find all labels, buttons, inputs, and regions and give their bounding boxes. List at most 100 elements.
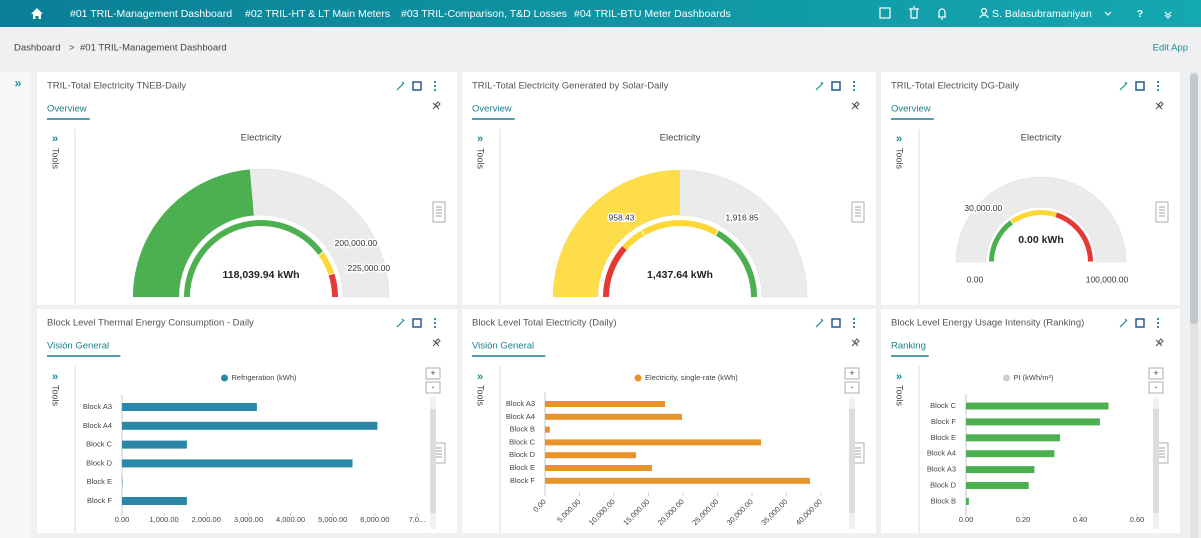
tools-toggle[interactable]: » <box>52 371 58 383</box>
tools-toggle[interactable]: » <box>477 371 483 383</box>
tools-label: Tools <box>895 148 905 170</box>
home-icon[interactable] <box>31 8 43 19</box>
gauge-value-label: 118,039.94 kWh <box>222 269 299 281</box>
breadcrumb-item[interactable]: Dashboard <box>14 43 60 54</box>
zoom-button[interactable] <box>1148 381 1164 394</box>
configure-icon[interactable] <box>1119 81 1128 91</box>
x-tick-label: 5,000.00 <box>318 515 347 524</box>
menu-dot <box>433 88 437 92</box>
breadcrumb-item: #01 TRIL-Management Dashboard <box>80 43 227 54</box>
fullscreen-icon[interactable] <box>1135 81 1145 91</box>
nav-tab[interactable]: #04 TRIL-BTU Meter Dashboards <box>574 8 731 20</box>
gauge-tick-label: 100,000.00 <box>1086 274 1129 284</box>
category-label: Block A3 <box>927 465 956 474</box>
menu-dot <box>1156 80 1160 84</box>
menu-dot <box>852 84 856 88</box>
bar <box>545 465 652 471</box>
pin-icon[interactable] <box>432 338 441 347</box>
configure-icon[interactable] <box>1119 318 1128 328</box>
bar <box>545 401 666 407</box>
panel-tab[interactable]: Visión General <box>472 341 534 352</box>
panel-tab[interactable]: Visión General <box>47 341 109 352</box>
zoom-button[interactable] <box>844 381 860 394</box>
gauge-title: Electricity <box>241 133 282 144</box>
bar <box>966 482 1029 489</box>
configure-icon[interactable] <box>396 81 405 91</box>
gauge-band <box>715 230 757 297</box>
tools-toggle[interactable]: » <box>896 133 902 145</box>
menu-dot <box>852 317 856 321</box>
chart-scroll-thumb[interactable] <box>849 409 855 513</box>
zoom-button[interactable] <box>425 367 441 380</box>
menu-dot <box>433 325 437 329</box>
sidebar <box>0 72 31 538</box>
bar <box>966 497 969 505</box>
panel-tab[interactable]: Overview <box>47 104 87 115</box>
category-label: Block F <box>87 496 112 505</box>
more-chevron[interactable] <box>1164 11 1172 19</box>
user-icon-body <box>979 14 989 19</box>
nav-tab[interactable]: #03 TRIL-Comparison, T&D Losses <box>401 8 567 20</box>
zoom-button[interactable] <box>1148 367 1164 380</box>
x-tick-label: 0.20 <box>1016 515 1031 524</box>
gauge-band <box>603 246 627 297</box>
share-icon[interactable] <box>879 7 891 19</box>
configure-icon[interactable] <box>396 318 405 328</box>
legend-label: PI (kWh/m²) <box>1014 373 1054 382</box>
fullscreen-icon[interactable] <box>831 81 841 91</box>
side-button[interactable] <box>432 201 446 223</box>
gauge-band <box>328 273 338 297</box>
side-button[interactable] <box>1155 201 1169 223</box>
gauge-tick-label: 30,000.00 <box>964 203 1002 213</box>
configure-icon[interactable] <box>815 81 824 91</box>
user-name[interactable]: S. Balasubramaniyan <box>992 8 1092 20</box>
tools-toggle[interactable]: » <box>896 371 902 383</box>
pin-icon[interactable] <box>851 338 860 347</box>
menu-dot <box>433 317 437 321</box>
nav-tab[interactable]: #02 TRIL-HT & LT Main Meters <box>245 8 390 20</box>
tools-toggle[interactable]: » <box>477 133 483 145</box>
panel-title: Block Level Energy Usage Intensity (Rank… <box>891 318 1084 329</box>
user-icon <box>980 7 988 15</box>
fullscreen-icon[interactable] <box>1135 318 1145 328</box>
gauge-tick <box>715 230 719 236</box>
category-label: Block C <box>86 440 112 449</box>
x-tick-label: 0.00 <box>959 515 974 524</box>
help[interactable]: ? <box>1137 8 1143 20</box>
category-label: Block A4 <box>927 449 956 458</box>
x-tick-label: 3,000.00 <box>234 515 263 524</box>
nav-tab[interactable]: #01 TRIL-Management Dashboard <box>70 8 232 20</box>
delete-icon[interactable] <box>909 6 919 19</box>
edit-app[interactable]: Edit App <box>1153 43 1188 54</box>
configure-icon[interactable] <box>815 318 824 328</box>
category-label: Block C <box>509 437 535 446</box>
chart-scroll-thumb[interactable] <box>430 409 436 513</box>
user-chevron[interactable] <box>1104 11 1112 16</box>
chart-scroll-thumb[interactable] <box>1153 409 1159 513</box>
pin-icon[interactable] <box>1155 101 1164 110</box>
zoom-button[interactable] <box>844 367 860 380</box>
tools-toggle[interactable]: » <box>52 133 58 145</box>
fullscreen-icon[interactable] <box>412 318 422 328</box>
zoom-label: - <box>432 382 435 392</box>
sidebar-toggle[interactable]: » <box>15 76 22 90</box>
tools-label: Tools <box>51 385 61 407</box>
x-tick-label: 4,000.00 <box>276 515 305 524</box>
pin-icon[interactable] <box>1155 338 1164 347</box>
fullscreen-icon[interactable] <box>412 81 422 91</box>
panel-title: Block Level Thermal Energy Consumption -… <box>47 318 254 329</box>
panel-tab[interactable]: Overview <box>891 104 931 115</box>
pin-icon[interactable] <box>851 101 860 110</box>
page-scroll-thumb[interactable] <box>1190 74 1198 324</box>
panel: TRIL-Total Electricity Generated by Sola… <box>462 72 876 305</box>
panel-tab[interactable]: Ranking <box>891 341 926 352</box>
gauge-band <box>1010 210 1058 224</box>
category-label: Block A3 <box>506 399 535 408</box>
zoom-button[interactable] <box>425 381 441 394</box>
menu-dot <box>433 321 437 325</box>
side-button[interactable] <box>851 201 865 223</box>
bell-icon[interactable] <box>938 8 946 20</box>
panel-tab[interactable]: Overview <box>472 104 512 115</box>
fullscreen-icon[interactable] <box>831 318 841 328</box>
pin-icon[interactable] <box>432 101 441 110</box>
